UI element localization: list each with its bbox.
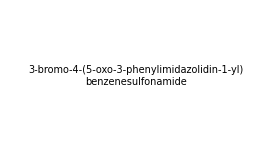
- Text: 3-bromo-4-(5-oxo-3-phenylimidazolidin-1-yl)
benzenesulfonamide: 3-bromo-4-(5-oxo-3-phenylimidazolidin-1-…: [28, 65, 243, 87]
